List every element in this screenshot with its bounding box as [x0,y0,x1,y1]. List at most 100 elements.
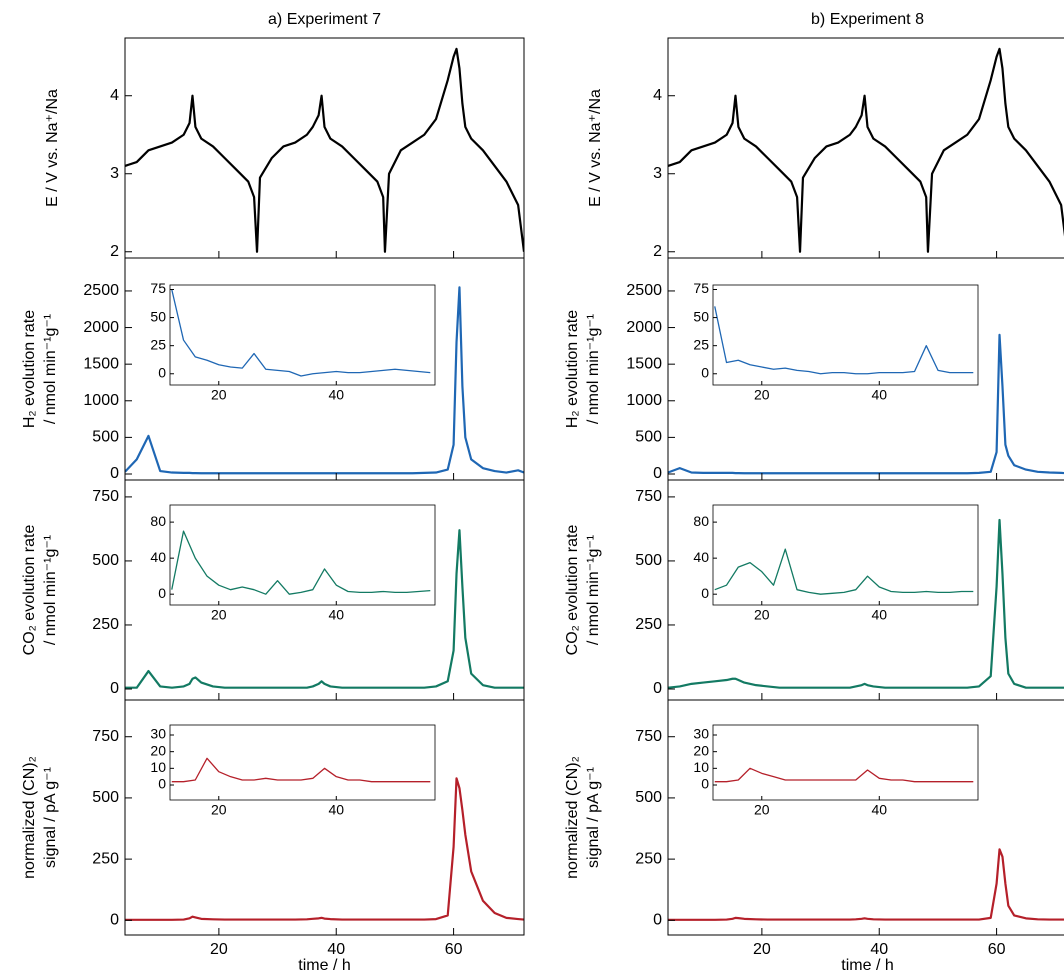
y-tick-label: 0 [110,912,119,929]
inset-x-tick-label: 40 [871,387,887,403]
y-tick-label: 3 [653,165,662,182]
y-tick-label: 500 [92,552,119,569]
inset-x-tick-label: 40 [328,802,344,818]
inset-y-tick-label: 10 [693,759,709,775]
inset-frame [169,724,436,801]
y-tick-label: 500 [635,552,662,569]
inset-frame [712,724,979,801]
inset-line [714,306,974,375]
inset-line [171,757,431,783]
inset-y-tick-label: 40 [150,549,166,565]
data-line [668,518,1064,689]
y-tick-label: 250 [635,850,662,867]
y-axis-label: / nmol min⁻¹g⁻¹ [42,535,59,645]
x-tick-label: 60 [988,941,1006,958]
y-tick-label: 500 [92,429,119,446]
y-tick-label: 1000 [626,392,662,409]
data-line [668,333,1064,475]
y-tick-label: 1000 [83,392,119,409]
inset-y-tick-label: 80 [693,513,709,529]
inset-x-tick-label: 40 [871,607,887,623]
y-axis-label: / nmol min⁻¹g⁻¹ [585,314,602,424]
inset-y-tick-label: 0 [158,585,166,601]
inset-frame [712,504,979,606]
y-tick-label: 250 [92,850,119,867]
y-tick-label: 750 [92,488,119,505]
inset-x-tick-label: 20 [211,387,227,403]
inset-y-tick-label: 20 [150,742,166,758]
inset-frame [169,284,436,386]
inset-y-tick-label: 0 [701,776,709,792]
y-tick-label: 4 [653,87,662,104]
y-tick-label: 1500 [626,355,662,372]
inset-y-tick-label: 25 [150,336,166,352]
y-axis-label: / nmol min⁻¹g⁻¹ [42,314,59,424]
inset-line [171,289,431,377]
panel-frame [667,479,1064,701]
x-tick-label: 40 [870,941,888,958]
y-axis-label: CO₂ evolution rate [21,525,38,656]
y-tick-label: 2 [110,243,119,260]
inset-frame [712,284,979,386]
y-tick-label: 500 [92,789,119,806]
inset-line [714,767,974,783]
inset-y-tick-label: 0 [701,585,709,601]
inset-x-tick-label: 40 [328,387,344,403]
inset-y-tick-label: 30 [693,726,709,742]
y-tick-label: 3 [110,165,119,182]
inset-y-tick-label: 0 [701,364,709,380]
inset-line [714,548,974,595]
data-line [125,286,524,475]
inset-y-tick-label: 50 [150,308,166,324]
y-tick-label: 2500 [83,282,119,299]
inset-x-tick-label: 20 [754,607,770,623]
inset-frame [169,504,436,606]
panel-frame [124,699,525,936]
data-line [125,47,524,253]
inset-y-tick-label: 0 [158,364,166,380]
x-axis-label: time / h [841,957,893,974]
inset-x-tick-label: 40 [871,802,887,818]
inset-y-tick-label: 75 [693,280,709,296]
y-tick-label: 750 [635,488,662,505]
x-tick-label: 60 [445,941,463,958]
x-tick-label: 20 [753,941,771,958]
inset-y-tick-label: 80 [150,513,166,529]
inset-y-tick-label: 0 [158,776,166,792]
y-tick-label: 0 [653,680,662,697]
y-axis-label: signal / pA g⁻¹ [585,767,602,868]
inset-x-tick-label: 20 [754,802,770,818]
inset-y-tick-label: 50 [693,308,709,324]
y-tick-label: 2500 [626,282,662,299]
inset-x-tick-label: 40 [328,607,344,623]
y-axis-label: normalized (CN)₂ [21,756,38,879]
inset-y-tick-label: 30 [150,726,166,742]
chart-title: a) Experiment 7 [268,11,381,28]
y-axis-label: H₂ evolution rate [21,310,38,428]
y-axis-label: signal / pA g⁻¹ [42,767,59,868]
y-axis-label: H₂ evolution rate [564,310,581,428]
x-tick-label: 20 [210,941,228,958]
y-tick-label: 2000 [626,319,662,336]
y-tick-label: 0 [110,465,119,482]
panel-frame [124,479,525,701]
inset-y-tick-label: 10 [150,759,166,775]
x-axis-label: time / h [298,957,350,974]
y-tick-label: 500 [635,429,662,446]
y-tick-label: 750 [92,728,119,745]
y-axis-label: E / V vs. Na⁺/Na [587,89,604,207]
y-tick-label: 0 [653,912,662,929]
y-axis-label: normalized (CN)₂ [564,756,581,879]
data-line [668,848,1064,921]
y-tick-label: 250 [635,616,662,633]
x-tick-label: 40 [327,941,345,958]
data-line [125,529,524,689]
data-line [125,777,524,921]
y-tick-label: 2 [653,243,662,260]
y-tick-label: 1500 [83,355,119,372]
panel-frame [124,257,525,481]
y-tick-label: 750 [635,728,662,745]
inset-y-tick-label: 75 [150,280,166,296]
inset-y-tick-label: 20 [693,742,709,758]
